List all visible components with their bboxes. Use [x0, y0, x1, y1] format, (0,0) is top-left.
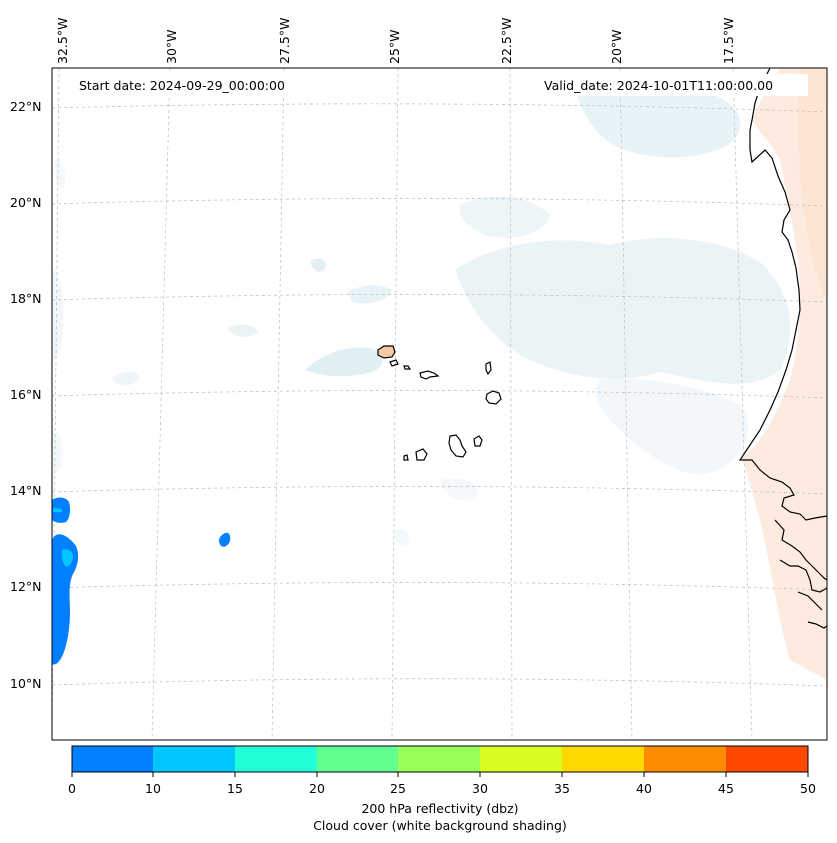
reflectivity-blob-west-large — [52, 534, 79, 665]
colorbar-tick-label-40: 40 — [636, 781, 652, 796]
warm-shading — [378, 68, 827, 680]
parallel-20n — [51, 198, 828, 207]
map-border — [51, 67, 828, 741]
lon-label-20w: 20°W — [609, 29, 624, 64]
cloud-patch-east-lower — [595, 378, 748, 475]
reflectivity-blob-center — [219, 532, 231, 547]
cloud-patch-island — [305, 347, 383, 377]
lat-label-10n: 10°N — [10, 676, 42, 691]
colorbar-bin-0 — [72, 746, 154, 772]
cloud-patch-mid — [459, 196, 550, 238]
meridian-25w — [391, 67, 399, 741]
colorbar-bin-6 — [562, 746, 644, 772]
lon-label-25w: 25°W — [387, 29, 402, 64]
reflectivity-blob-west-top-core — [53, 508, 62, 512]
meridian-22-5w — [509, 67, 513, 741]
cloud-patch-east — [455, 238, 791, 384]
cloud-patch-west-2 — [52, 429, 63, 472]
colorbar-bin-3 — [317, 746, 399, 772]
lat-label-12n: 12°N — [10, 579, 42, 594]
cloud-patch-west — [52, 269, 64, 359]
meridian-30w — [151, 67, 171, 741]
island-sao-vicente — [389, 359, 399, 367]
colorbar-ticks — [71, 772, 809, 777]
island-boa-vista — [485, 390, 502, 405]
meridian-20w — [619, 67, 633, 741]
island-fogo — [415, 448, 428, 461]
colorbar-tick-label-0: 0 — [68, 781, 76, 796]
colorbar-bin-5 — [480, 746, 562, 772]
island-santo-antao — [377, 345, 396, 359]
cloud-patch-far-west — [55, 159, 66, 189]
island-santa-luzia — [403, 365, 412, 370]
cloud-cover-shading — [52, 83, 791, 546]
colorbar-border — [71, 745, 809, 773]
colorbar-tick-label-15: 15 — [227, 781, 243, 796]
cloud-patch-north — [575, 83, 741, 158]
start-date-label: Start date: 2024-09-29_00:00:00 — [79, 78, 285, 93]
lat-label-14n: 14°N — [10, 483, 42, 498]
cloud-patch-small-3 — [228, 324, 258, 337]
parallel-22n — [51, 103, 828, 113]
colorbar: 0 10 15 20 25 30 35 40 45 50 200 hPa ref… — [68, 745, 816, 833]
cloud-patch-south — [394, 528, 410, 546]
warm-shading-inland — [798, 68, 827, 300]
lon-label-22-5w: 22.5°W — [499, 18, 514, 64]
map-panel — [52, 68, 827, 740]
parallel-10n — [51, 678, 828, 687]
lat-label-16n: 16°N — [10, 387, 42, 402]
lon-label-27-5w: 27.5°W — [277, 18, 292, 64]
colorbar-tick-label-20: 20 — [309, 781, 325, 796]
island-sao-nicolau — [419, 370, 440, 380]
colorbar-tick-label-50: 50 — [800, 781, 816, 796]
parallel-16n — [51, 390, 828, 399]
colorbar-title: 200 hPa reflectivity (dbz) — [361, 801, 518, 816]
valid-date-box — [538, 74, 808, 96]
parallel-18n — [51, 294, 828, 303]
cloud-patch-small-4 — [112, 372, 140, 386]
reflectivity-shading — [52, 497, 231, 665]
colorbar-tick-label-10: 10 — [145, 781, 161, 796]
colorbar-bin-7 — [644, 746, 726, 772]
cloud-patch-southwest — [440, 478, 479, 500]
lon-label-17-5w: 17.5°W — [721, 18, 736, 64]
meridian-27-5w — [271, 67, 285, 741]
colorbar-bin-2 — [235, 746, 317, 772]
island-brava — [403, 454, 409, 461]
lon-label-30w: 30°W — [164, 29, 179, 64]
colorbar-subtitle: Cloud cover (white background shading) — [313, 818, 567, 833]
colorbar-bin-8 — [726, 746, 808, 772]
lat-label-22n: 22°N — [10, 99, 42, 114]
colorbar-tick-label-35: 35 — [554, 781, 570, 796]
parallel-12n — [51, 582, 828, 591]
lon-label-32-5w: 32.5°W — [55, 18, 70, 64]
colorbar-bin-1 — [153, 746, 235, 772]
lat-label-18n: 18°N — [10, 291, 42, 306]
island-santiago — [448, 434, 467, 458]
island-sal — [485, 361, 492, 376]
colorbar-tick-label-45: 45 — [718, 781, 734, 796]
island-maio — [473, 435, 483, 447]
warm-shading-island — [378, 346, 395, 358]
colorbar-tick-label-25: 25 — [390, 781, 406, 796]
parallel-14n — [51, 486, 828, 495]
meridian-17-5w — [732, 67, 753, 741]
cloud-patch-small-2 — [310, 258, 326, 272]
valid-date-label: Valid_date: 2024-10-01T11:00:00.00 — [544, 78, 773, 93]
colorbar-tick-label-30: 30 — [472, 781, 488, 796]
lat-label-20n: 20°N — [10, 195, 42, 210]
reflectivity-blob-west-large-core — [61, 549, 73, 567]
colorbar-bin-4 — [398, 746, 480, 772]
start-date-box — [72, 74, 314, 96]
